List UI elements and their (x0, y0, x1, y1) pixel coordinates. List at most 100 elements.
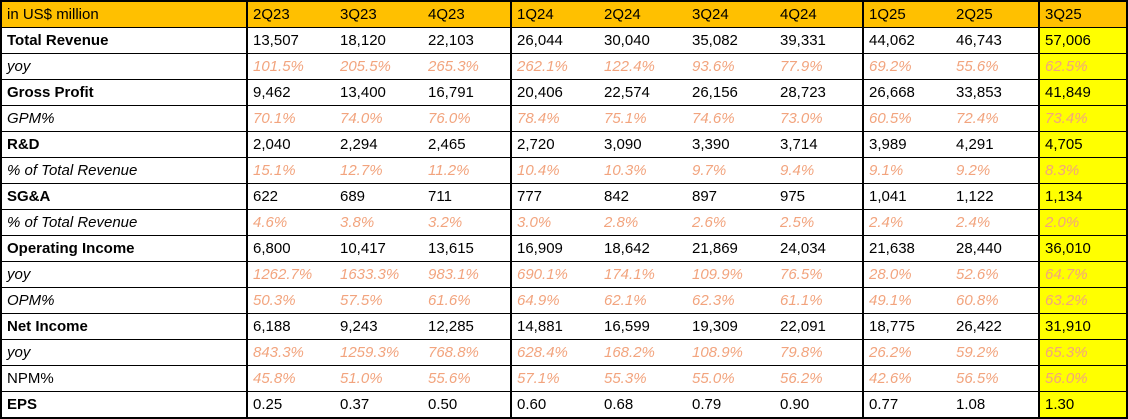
cell: 2.8% (599, 209, 687, 236)
cell: 3.0% (510, 209, 599, 236)
cell: 4,705 (1038, 131, 1127, 158)
row-label: SG&A (1, 183, 247, 210)
cell: 55.6% (951, 53, 1039, 80)
row-label: Operating Income (1, 235, 247, 262)
cell: 39,331 (775, 27, 863, 54)
cell: 13,400 (335, 79, 423, 106)
cell: 8.3% (1038, 157, 1127, 184)
cell: 9,462 (246, 79, 335, 106)
cell: 56.2% (775, 365, 863, 392)
cell: 30,040 (599, 27, 687, 54)
cell: 3,090 (599, 131, 687, 158)
cell: 56.0% (1038, 365, 1127, 392)
cell: 28,723 (775, 79, 863, 106)
header-cell: 4Q24 (775, 0, 863, 28)
cell: 711 (423, 183, 511, 210)
cell: 16,909 (510, 235, 599, 262)
header-cell: 2Q23 (246, 0, 335, 28)
cell: 13,615 (423, 235, 511, 262)
cell: 4.6% (246, 209, 335, 236)
cell: 28,440 (951, 235, 1039, 262)
cell: 26.2% (862, 339, 951, 366)
cell: 3.8% (335, 209, 423, 236)
header-cell: 4Q23 (423, 0, 511, 28)
cell: 2,040 (246, 131, 335, 158)
cell: 16,791 (423, 79, 511, 106)
row-label: yoy (1, 339, 247, 366)
cell: 842 (599, 183, 687, 210)
row-label: % of Total Revenue (1, 209, 247, 236)
cell: 42.6% (862, 365, 951, 392)
cell: 265.3% (423, 53, 511, 80)
row-label: GPM% (1, 105, 247, 132)
table-row: OPM% 50.3% 57.5% 61.6% 64.9% 62.1% 62.3% 61.1% 4… (1, 287, 1127, 314)
cell: 1,041 (862, 183, 951, 210)
cell: 2.6% (687, 209, 775, 236)
cell: 61.6% (423, 287, 511, 314)
cell: 1,134 (1038, 183, 1127, 210)
cell: 75.1% (599, 105, 687, 132)
cell: 6,800 (246, 235, 335, 262)
cell: 9.7% (687, 157, 775, 184)
header-cell: 3Q25 (1038, 0, 1127, 28)
cell: 0.77 (862, 391, 951, 418)
cell: 64.7% (1038, 261, 1127, 288)
cell: 93.6% (687, 53, 775, 80)
cell: 55.0% (687, 365, 775, 392)
cell: 62.1% (599, 287, 687, 314)
cell: 2.0% (1038, 209, 1127, 236)
cell: 11.2% (423, 157, 511, 184)
header-cell: 1Q25 (862, 0, 951, 28)
row-label: Gross Profit (1, 79, 247, 106)
cell: 57.5% (335, 287, 423, 314)
table-row: yoy 101.5% 205.5% 265.3% 262.1% 122.4% 93.6% 77… (1, 53, 1127, 80)
cell: 168.2% (599, 339, 687, 366)
cell: 1.30 (1038, 391, 1127, 418)
cell: 174.1% (599, 261, 687, 288)
cell: 0.79 (687, 391, 775, 418)
cell: 109.9% (687, 261, 775, 288)
cell: 70.1% (246, 105, 335, 132)
cell: 22,103 (423, 27, 511, 54)
cell: 768.8% (423, 339, 511, 366)
table-row: Total Revenue 13,507 18,120 22,103 26,044 30,… (1, 27, 1127, 54)
cell: 3,714 (775, 131, 863, 158)
cell: 73.4% (1038, 105, 1127, 132)
cell: 62.5% (1038, 53, 1127, 80)
cell: 22,574 (599, 79, 687, 106)
cell: 0.50 (423, 391, 511, 418)
cell: 21,638 (862, 235, 951, 262)
cell: 62.3% (687, 287, 775, 314)
row-label: Net Income (1, 313, 247, 340)
cell: 2.5% (775, 209, 863, 236)
cell: 1,122 (951, 183, 1039, 210)
cell: 18,775 (862, 313, 951, 340)
cell: 9.2% (951, 157, 1039, 184)
cell: 3.2% (423, 209, 511, 236)
cell: 10.3% (599, 157, 687, 184)
cell: 49.1% (862, 287, 951, 314)
cell: 975 (775, 183, 863, 210)
cell: 0.60 (510, 391, 599, 418)
cell: 26,156 (687, 79, 775, 106)
row-label: NPM% (1, 365, 247, 392)
cell: 57,006 (1038, 27, 1127, 54)
cell: 690.1% (510, 261, 599, 288)
cell: 56.5% (951, 365, 1039, 392)
cell: 13,507 (246, 27, 335, 54)
cell: 46,743 (951, 27, 1039, 54)
cell: 843.3% (246, 339, 335, 366)
header-cell: 3Q24 (687, 0, 775, 28)
cell: 0.25 (246, 391, 335, 418)
cell: 0.68 (599, 391, 687, 418)
cell: 78.4% (510, 105, 599, 132)
cell: 108.9% (687, 339, 775, 366)
cell: 26,044 (510, 27, 599, 54)
header-cell: 3Q23 (335, 0, 423, 28)
cell: 60.5% (862, 105, 951, 132)
cell: 2.4% (862, 209, 951, 236)
header-cell: 2Q24 (599, 0, 687, 28)
cell: 101.5% (246, 53, 335, 80)
